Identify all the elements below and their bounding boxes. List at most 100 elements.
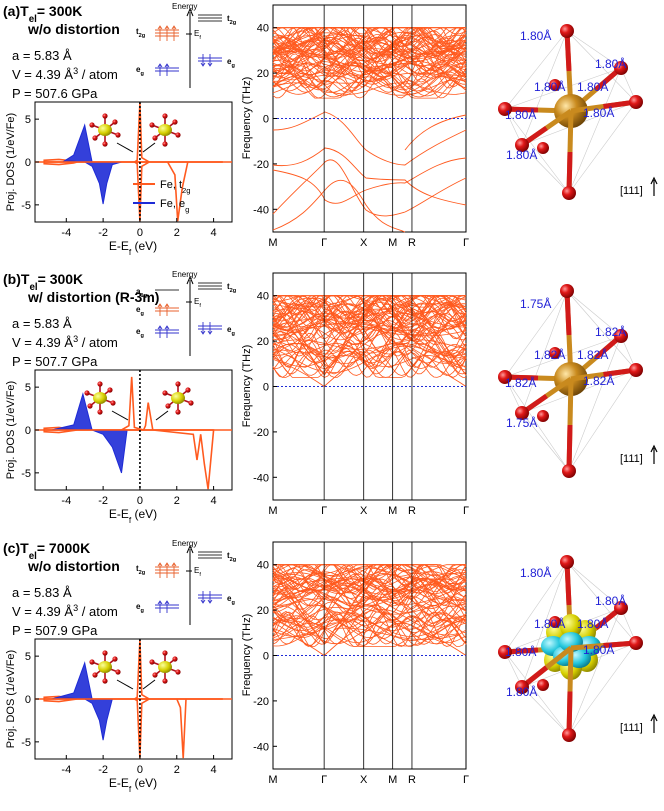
- energy-label: Energy: [172, 539, 197, 548]
- label-part: 2g: [230, 557, 237, 563]
- label-part: e: [136, 602, 141, 611]
- phonon-ytick-label: 40: [257, 291, 269, 303]
- phonon-band: [272, 295, 467, 324]
- kpoint-label: X: [360, 505, 368, 517]
- level-left-arrowhead: [157, 303, 163, 308]
- dos-xtick-label: -4: [61, 227, 71, 239]
- label-part: E-E: [109, 776, 129, 790]
- phonon-band: [272, 330, 467, 359]
- polyhedron-edge: [504, 290, 568, 378]
- fe-o-bond: [566, 424, 573, 472]
- bond-length-label: 1.80Å: [520, 565, 551, 580]
- phonon-band: [272, 27, 466, 48]
- dos-xtick-label: 4: [211, 495, 217, 507]
- level-left-arrowhead: [171, 562, 177, 567]
- level-left-arrowhead: [157, 63, 163, 68]
- phonon-band: [272, 332, 467, 369]
- phonon-band: [272, 48, 467, 83]
- label-part: 2g: [139, 570, 146, 576]
- legend-label: Fe, t2g: [160, 179, 191, 195]
- label-part: g: [140, 311, 144, 317]
- oxygen-atom: [549, 79, 561, 91]
- phonon-band: [272, 326, 467, 341]
- phonon-imaginary-band: [272, 179, 406, 233]
- fe-o-bond: [564, 290, 572, 336]
- pressure-param: P = 507.9 GPa: [12, 623, 98, 638]
- mini-orbital: [98, 661, 112, 673]
- fe-o-bond: [564, 561, 572, 606]
- phonon-band: [272, 585, 467, 623]
- label-part: V = 4.39 Å: [12, 335, 73, 350]
- label-part: e: [227, 594, 232, 603]
- oxygen-atom: [560, 24, 574, 38]
- mini-oxygen: [102, 678, 108, 684]
- oxygen-atom: [560, 284, 574, 298]
- octahedron-structure: [498, 284, 643, 478]
- dos-ytick-label: -5: [21, 200, 31, 212]
- oxygen-atom: [498, 645, 512, 659]
- phonon-bands: [272, 295, 467, 387]
- bond-length-label: 1.82Å: [505, 375, 536, 390]
- polyhedron-edge: [566, 290, 637, 371]
- level-right-arrowhead: [207, 599, 213, 604]
- polyhedron-edge: [568, 607, 622, 736]
- phonon-band: [272, 352, 467, 378]
- oxygen-atom: [515, 406, 529, 420]
- oxygen-atom: [549, 616, 561, 628]
- phonon-ylabel: Frequency (THz): [241, 345, 253, 428]
- phonon-band: [272, 598, 467, 615]
- phonon-band: [272, 50, 467, 72]
- phonon-band: [272, 27, 467, 49]
- level-right-arrowhead: [200, 599, 206, 604]
- phonon-ytick-label: 0: [263, 382, 269, 394]
- energy-axis-arrow: [186, 275, 194, 285]
- level-label: a1g: [136, 287, 148, 299]
- mini-oxygen: [172, 656, 178, 662]
- label-part: el: [29, 551, 37, 562]
- mini-oxygen: [175, 381, 181, 387]
- phonon-imaginary-band: [272, 157, 467, 204]
- polyhedron-edge: [504, 561, 568, 653]
- bond-length-label: 1.80Å: [577, 616, 608, 631]
- mini-oxygen: [149, 122, 155, 128]
- phonon-band: [272, 295, 467, 321]
- mini-oxygen: [110, 400, 116, 406]
- phonon-ytick-label: 20: [257, 605, 269, 617]
- label-part: g: [231, 600, 235, 606]
- mini-oxygen: [175, 669, 181, 675]
- direction-arrowhead: [650, 713, 658, 722]
- bond-length-label: 1.82Å: [595, 324, 626, 339]
- phonon-acoustic-band: [411, 356, 467, 387]
- level-left-arrowhead: [164, 325, 170, 330]
- label-part: 1g: [140, 293, 147, 299]
- inset-arrow: [111, 410, 129, 421]
- mini-oxygen: [112, 119, 118, 125]
- level-left-arrowhead: [164, 25, 170, 30]
- dos-ytick-label: 5: [25, 114, 31, 126]
- label-part: g: [231, 331, 235, 337]
- phonon-imaginary-band: [404, 114, 467, 151]
- bond-length-label: 1.80Å: [583, 105, 614, 120]
- level-label: t2g: [227, 551, 237, 563]
- label-part: el: [29, 14, 37, 25]
- dos-xtick-label: -4: [61, 495, 71, 507]
- polyhedron-edge: [521, 686, 570, 736]
- lattice-param: a = 5.83 Å: [12, 585, 72, 600]
- level-right-arrowhead: [207, 62, 213, 67]
- orbital-inset-right: [162, 381, 194, 415]
- label-part: (eV): [131, 776, 157, 790]
- orbital-inset-left: [89, 650, 121, 684]
- phonon-band: [272, 67, 467, 99]
- level-label: eg: [227, 57, 235, 69]
- kpoint-label: Γ: [321, 505, 327, 517]
- phonon-band: [272, 27, 466, 53]
- oxygen-atom: [549, 347, 561, 359]
- phonon-ytick-label: 20: [257, 68, 269, 80]
- bond-length-label: 1.80Å: [534, 616, 565, 631]
- mini-oxygen: [162, 650, 168, 656]
- phonon-ylabel: Frequency (THz): [241, 77, 253, 160]
- inset-arrow: [155, 410, 169, 421]
- label-part: g: [140, 71, 144, 77]
- phonon-ytick-label: 40: [257, 23, 269, 35]
